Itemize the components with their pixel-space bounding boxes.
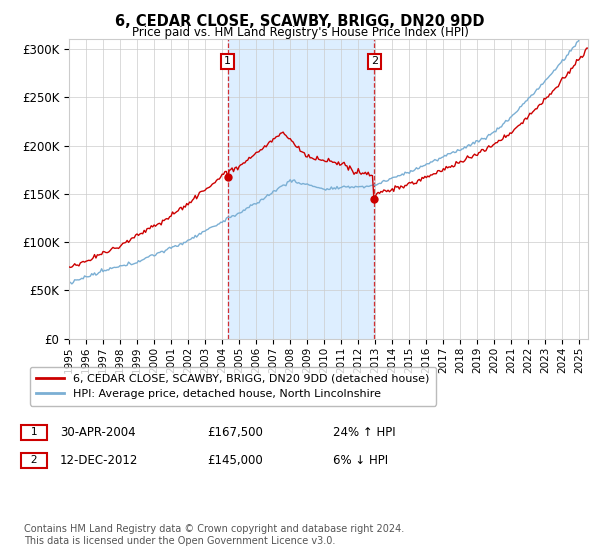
Text: 24% ↑ HPI: 24% ↑ HPI xyxy=(333,426,395,439)
Text: Contains HM Land Registry data © Crown copyright and database right 2024.
This d: Contains HM Land Registry data © Crown c… xyxy=(24,524,404,546)
Text: 2: 2 xyxy=(371,57,378,67)
Text: Price paid vs. HM Land Registry's House Price Index (HPI): Price paid vs. HM Land Registry's House … xyxy=(131,26,469,39)
Text: 6% ↓ HPI: 6% ↓ HPI xyxy=(333,454,388,467)
Text: 12-DEC-2012: 12-DEC-2012 xyxy=(60,454,139,467)
Text: 30-APR-2004: 30-APR-2004 xyxy=(60,426,136,439)
Legend: 6, CEDAR CLOSE, SCAWBY, BRIGG, DN20 9DD (detached house), HPI: Average price, de: 6, CEDAR CLOSE, SCAWBY, BRIGG, DN20 9DD … xyxy=(29,367,436,405)
Text: 1: 1 xyxy=(24,427,44,437)
Text: 2: 2 xyxy=(24,455,44,465)
Text: £145,000: £145,000 xyxy=(207,454,263,467)
Text: 6, CEDAR CLOSE, SCAWBY, BRIGG, DN20 9DD: 6, CEDAR CLOSE, SCAWBY, BRIGG, DN20 9DD xyxy=(115,14,485,29)
Text: 1: 1 xyxy=(224,57,231,67)
Text: £167,500: £167,500 xyxy=(207,426,263,439)
Bar xyxy=(228,39,374,339)
